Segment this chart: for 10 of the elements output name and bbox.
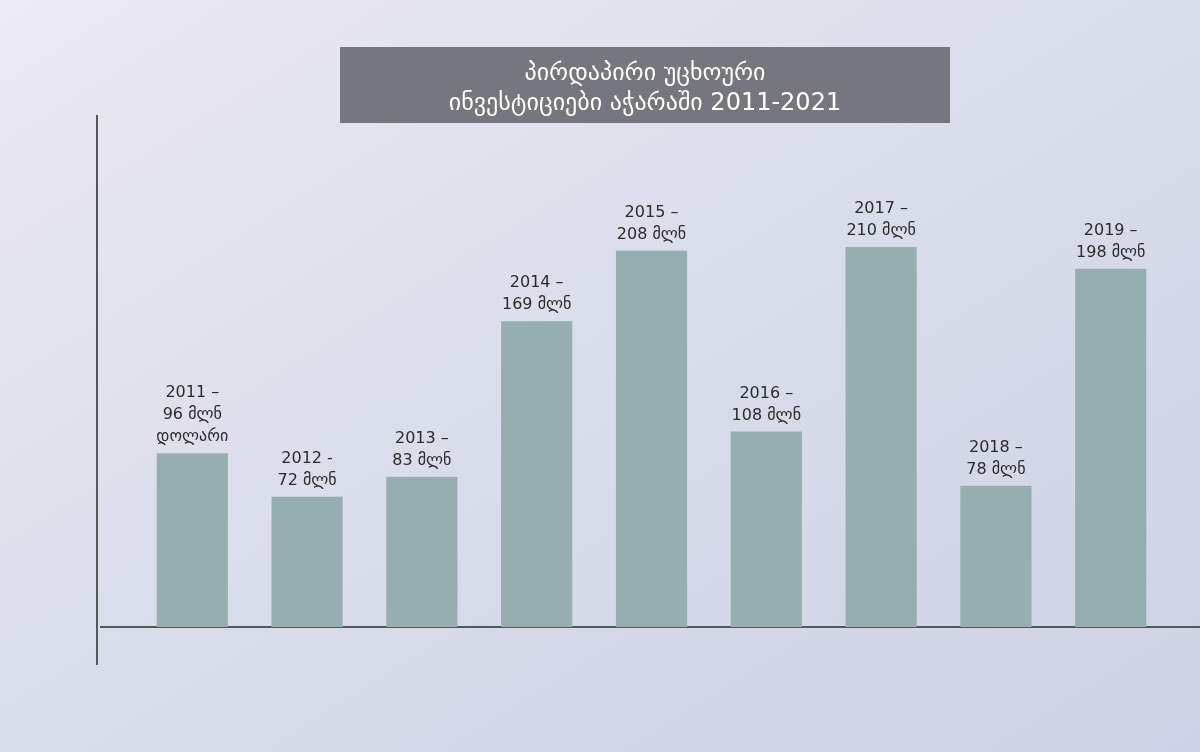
data-label: 2013 – 83 მლნ	[392, 427, 452, 469]
data-label: 2016 – 108 მლნ	[731, 382, 801, 424]
data-label: 2019 – 198 მლნ	[1076, 219, 1146, 261]
data-label: 2015 – 208 მლნ	[616, 201, 687, 243]
data-label: 2018 – 78 მლნ	[966, 436, 1026, 478]
data-label: 2014 – 169 მლნ	[502, 272, 572, 314]
data-label: 2017 – 210 მლნ	[846, 198, 916, 239]
data-label: 2011 – 96 მლნ დოლარი	[156, 382, 229, 446]
data-label: 2012 - 72 მლნ	[277, 447, 337, 489]
chart-title: პირდაპირი უცხოური ინვესტიციები აჭარაში 2011-2021	[448, 58, 842, 116]
